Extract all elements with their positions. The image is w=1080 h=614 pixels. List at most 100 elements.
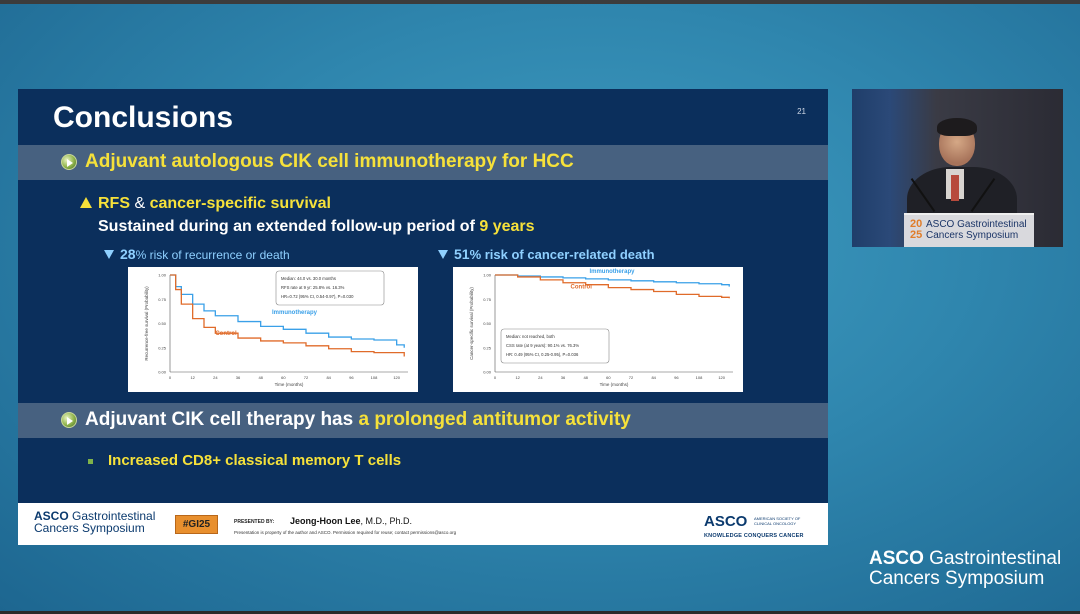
stats-line: HR=0.72 (95% CI, 0.54-0.97), P=0.030 bbox=[281, 294, 354, 299]
x-axis-label: Time (months) bbox=[275, 382, 304, 387]
y-axis-label: Recurrence-free survival (Probability) bbox=[144, 286, 149, 361]
asco-tagline: KNOWLEDGE CONQUERS CANCER bbox=[704, 533, 804, 539]
x-tick-label: 0 bbox=[169, 375, 172, 380]
footer-asco-gi-logo: ASCO Gastrointestinal Cancers Symposium bbox=[34, 510, 155, 534]
x-tick-label: 108 bbox=[696, 375, 703, 380]
podium-line1: ASCO Gastrointestinal bbox=[926, 219, 1027, 230]
stats-box bbox=[275, 270, 385, 306]
risk1-text: % risk of recurrence or death bbox=[135, 248, 290, 262]
heading-1: Adjuvant autologous CIK cell immunothera… bbox=[85, 151, 574, 172]
asco-logo: ASCO bbox=[704, 513, 748, 530]
x-tick-label: 12 bbox=[190, 375, 195, 380]
y-tick-label: 1.00 bbox=[158, 273, 167, 278]
presenter-suffix: , M.D., Ph.D. bbox=[360, 516, 413, 526]
presentation-slide: Conclusions 21 Adjuvant autologous CIK c… bbox=[18, 89, 828, 545]
window-top-bar bbox=[0, 0, 1080, 4]
x-tick-label: 60 bbox=[606, 375, 611, 380]
x-tick-label: 108 bbox=[371, 375, 378, 380]
sub-heading-rfs: RFS & cancer-specific survival bbox=[80, 195, 331, 213]
x-tick-label: 120 bbox=[718, 375, 725, 380]
brand-asco: ASCO bbox=[869, 548, 924, 569]
heading-2: Adjuvant CIK cell therapy has a prolonge… bbox=[85, 409, 631, 431]
x-tick-label: 72 bbox=[629, 375, 634, 380]
stats-line: Median: 44.0 vs. 30.0 months bbox=[281, 276, 336, 281]
slide-footer: ASCO Gastrointestinal Cancers Symposium … bbox=[18, 503, 828, 545]
y-tick-label: 1.00 bbox=[483, 273, 492, 278]
heading-band-1: Adjuvant autologous CIK cell immunothera… bbox=[18, 145, 828, 180]
podium-text: ASCO Gastrointestinal Cancers Symposium bbox=[926, 219, 1027, 241]
triangle-up-icon bbox=[80, 197, 92, 208]
rfs-km-chart: 0.00 0.25 0.50 0.75 1.00 0 12 24 36 48 60 72 84 96 108… bbox=[128, 267, 418, 392]
footer-gi-word: Gastrointestinal bbox=[72, 509, 156, 523]
y-tick-label: 0.75 bbox=[483, 297, 492, 302]
stats-line: CSS rate (at 9 years): 90.1% vs. 76.3% bbox=[506, 343, 579, 348]
podium-year: 20 25 bbox=[910, 219, 922, 241]
x-tick-label: 96 bbox=[674, 375, 679, 380]
heading-2-yellow: a prolonged antitumor activity bbox=[358, 409, 631, 430]
brand-line2: Cancers Symposium bbox=[869, 568, 1045, 589]
slide-page-number: 21 bbox=[797, 107, 806, 116]
speaker-hair bbox=[937, 118, 977, 136]
x-tick-label: 72 bbox=[304, 375, 309, 380]
sub-heading-amp: & bbox=[130, 195, 150, 212]
y-tick-label: 0.25 bbox=[483, 345, 492, 350]
y-tick-label: 0.00 bbox=[483, 370, 492, 375]
stats-box bbox=[500, 328, 610, 364]
sustained-highlight: 9 years bbox=[479, 218, 535, 235]
x-tick-label: 48 bbox=[258, 375, 263, 380]
stats-line: Median: not reached, both bbox=[506, 334, 555, 339]
speaker-video: 20 25 ASCO Gastrointestinal Cancers Symp… bbox=[852, 89, 1063, 247]
podium-year-top: 20 bbox=[910, 218, 923, 230]
x-tick-label: 0 bbox=[494, 375, 497, 380]
series-label: Control bbox=[571, 285, 593, 291]
footer-asco-word: ASCO bbox=[34, 509, 69, 523]
y-tick-label: 0.00 bbox=[158, 370, 167, 375]
y-axis-label: Cancer-specific survival (Probability) bbox=[469, 287, 474, 360]
podium-line2: Cancers Symposium bbox=[926, 230, 1019, 241]
stats-line: RFS rate at 9 yr: 25.8% vs. 16.3% bbox=[281, 285, 345, 290]
x-tick-label: 24 bbox=[538, 375, 543, 380]
round-bullet-icon bbox=[61, 412, 77, 428]
risk1-pct: 28 bbox=[120, 246, 136, 262]
x-tick-label: 84 bbox=[651, 375, 656, 380]
triangle-down-icon bbox=[438, 250, 448, 259]
presenter-name: Jeong-Hoon Lee, M.D., Ph.D. bbox=[290, 516, 412, 526]
y-tick-label: 0.25 bbox=[158, 345, 167, 350]
asco-society-text: AMERICAN SOCIETY OF CLINICAL ONCOLOGY bbox=[754, 516, 801, 526]
series-label: Immunotherapy bbox=[589, 269, 635, 275]
km-curve-control bbox=[495, 274, 730, 299]
risk-cancer-death: 51% risk of cancer-related death bbox=[438, 246, 655, 262]
series-label: Immunotherapy bbox=[272, 310, 318, 316]
podium-year-bottom: 25 bbox=[910, 229, 923, 241]
presented-by-label: PRESENTED BY: bbox=[234, 519, 275, 525]
round-bullet-icon bbox=[61, 154, 77, 170]
bullet-cd8: Increased CD8+ classical memory T cells bbox=[108, 452, 402, 469]
y-tick-label: 0.50 bbox=[483, 321, 492, 326]
risk2-text: % risk of cancer-related death bbox=[469, 247, 655, 262]
css-km-chart: 0.00 0.25 0.50 0.75 1.00 0 12 24 36 48 60 72 84 96 108… bbox=[453, 267, 743, 392]
brand-gi: Gastrointestinal bbox=[923, 548, 1062, 569]
x-tick-label: 48 bbox=[583, 375, 588, 380]
sub-heading-rfs-text: RFS bbox=[98, 195, 130, 212]
y-tick-label: 0.50 bbox=[158, 321, 167, 326]
x-tick-label: 12 bbox=[515, 375, 520, 380]
x-tick-label: 36 bbox=[561, 375, 566, 380]
x-axis-label: Time (months) bbox=[600, 382, 629, 387]
x-tick-label: 24 bbox=[213, 375, 218, 380]
x-tick-label: 96 bbox=[349, 375, 354, 380]
risk-recurrence: 28% risk of recurrence or death bbox=[104, 246, 290, 262]
asco-gi-brand-watermark: ASCO Gastrointestinal Cancers Symposium bbox=[869, 549, 1061, 589]
x-tick-label: 84 bbox=[326, 375, 331, 380]
stats-line: HR: 0.49 (95% CI, 0.25-0.95), P=0.036 bbox=[506, 352, 579, 357]
podium bbox=[904, 213, 1034, 247]
x-tick-label: 60 bbox=[281, 375, 286, 380]
heading-2-white: Adjuvant CIK cell therapy has bbox=[85, 409, 359, 430]
hashtag-badge: #GI25 bbox=[175, 515, 218, 534]
speaker-tie bbox=[951, 175, 959, 201]
risk2-pct: 51 bbox=[454, 246, 470, 262]
km-curve-control bbox=[170, 274, 405, 357]
sub-heading-css-text: cancer-specific survival bbox=[149, 195, 331, 212]
footer-gi-line2: Cancers Symposium bbox=[34, 521, 145, 535]
km-curve-immunotherapy bbox=[170, 274, 405, 348]
y-tick-label: 0.75 bbox=[158, 297, 167, 302]
